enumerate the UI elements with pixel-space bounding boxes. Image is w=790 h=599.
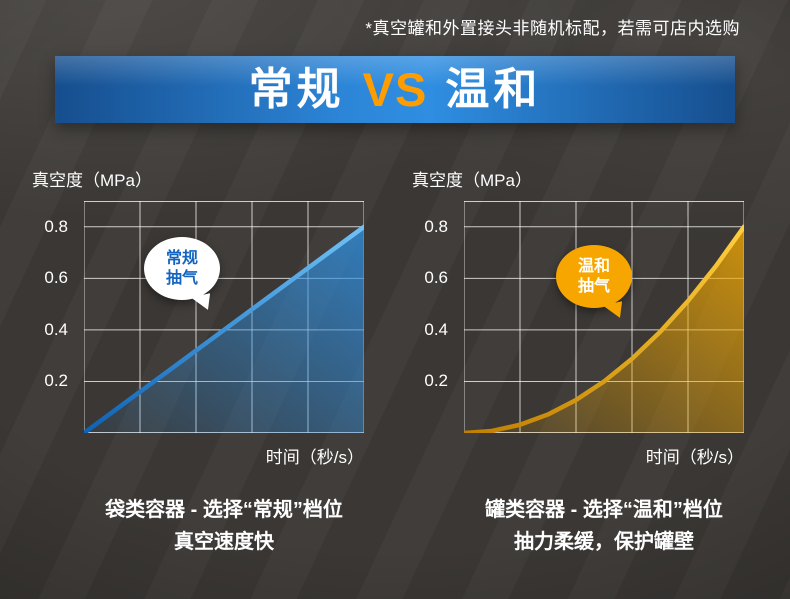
- y-tick-label: 0.2: [424, 371, 448, 391]
- y-axis-label: 真空度（MPa）: [412, 171, 532, 190]
- y-tick-label: 0.4: [424, 319, 448, 339]
- callout-line2: 抽气: [577, 277, 610, 295]
- y-tick-label: 0.8: [44, 216, 68, 236]
- y-tick-labels: 0.8 0.6 0.4 0.2: [414, 201, 456, 433]
- chart-panel-normal: 真空度（MPa） 0.8 0.6 0.4 0.2 常规 抽气 时间（秒/s）: [28, 166, 380, 558]
- x-axis-label: 时间（秒/s）: [645, 448, 744, 467]
- x-axis-label: 时间（秒/s）: [265, 448, 364, 467]
- caption-gentle: 罐类容器 - 选择“温和”档位 抽力柔缓，保护罐壁: [454, 494, 754, 558]
- callout-line1: 温和: [577, 257, 610, 275]
- y-tick-label: 0.8: [424, 216, 448, 236]
- caption-line2: 真空速度快: [174, 531, 274, 553]
- y-tick-label: 0.6: [424, 268, 448, 288]
- caption-line1: 罐类容器 - 选择“温和”档位: [485, 499, 723, 521]
- callout-bubble-normal: 常规 抽气: [144, 237, 220, 300]
- y-tick-label: 0.6: [44, 268, 68, 288]
- banner-title-right: 温和: [445, 64, 542, 114]
- banner-title-left: 常规: [248, 64, 345, 114]
- callout-bubble-gentle: 温和 抽气: [556, 245, 632, 308]
- chart-area-gentle: 0.8 0.6 0.4 0.2 温和 抽气: [424, 201, 744, 433]
- disclaimer-text: *真空罐和外置接头非随机标配，若需可店内选购: [365, 19, 740, 38]
- line-chart-normal: [84, 201, 364, 433]
- chart-panel-gentle: 真空度（MPa） 0.8 0.6 0.4 0.2 温和 抽气 时间（秒/s）: [408, 166, 760, 558]
- caption-line2: 抽力柔缓，保护罐壁: [514, 531, 694, 553]
- line-chart-gentle: [464, 201, 744, 433]
- banner-title-vs: VS: [362, 63, 428, 116]
- callout-line2: 抽气: [165, 269, 198, 287]
- caption-normal: 袋类容器 - 选择“常规”档位 真空速度快: [74, 494, 374, 558]
- y-axis-label: 真空度（MPa）: [32, 171, 152, 190]
- title-banner: 常规 VS 温和: [55, 56, 735, 123]
- y-tick-label: 0.4: [44, 319, 68, 339]
- y-tick-label: 0.2: [44, 371, 68, 391]
- y-tick-labels: 0.8 0.6 0.4 0.2: [34, 201, 76, 433]
- caption-line1: 袋类容器 - 选择“常规”档位: [105, 499, 343, 521]
- chart-area-normal: 0.8 0.6 0.4 0.2 常规 抽气: [44, 201, 364, 433]
- callout-line1: 常规: [165, 249, 198, 267]
